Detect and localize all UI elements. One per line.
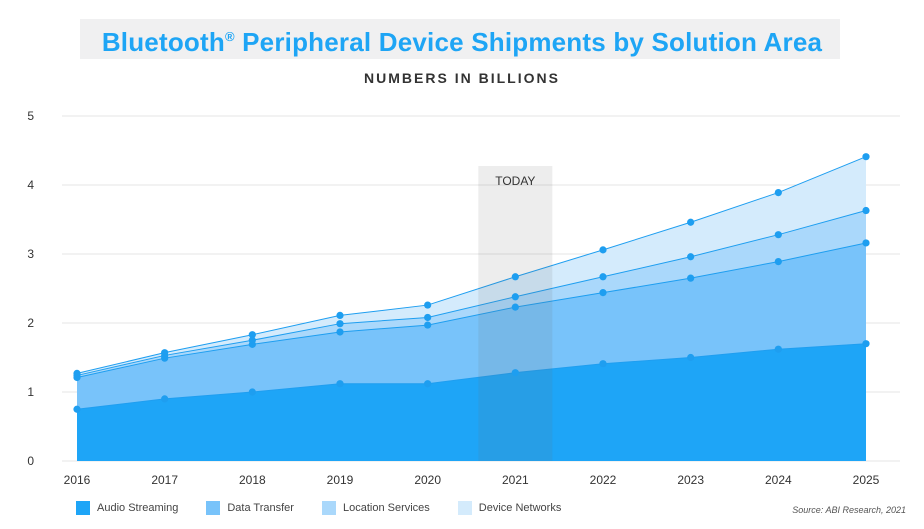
x-tick-label: 2022 [590,473,617,487]
legend-item: Device Networks [457,501,562,515]
y-tick-label: 5 [27,109,34,123]
legend-item: Data Transfer [206,501,294,515]
source-note: Source: ABI Research, 2021 [792,505,906,515]
data-point-audio-streaming [774,345,782,353]
y-tick-label: 3 [27,247,34,261]
data-point-data-transfer [687,274,695,282]
y-tick-label: 0 [27,454,34,468]
data-point-device-networks [424,301,432,309]
data-point-device-networks [862,153,870,161]
legend-label: Location Services [342,502,430,514]
data-point-data-transfer [511,303,519,311]
data-point-audio-streaming [73,405,81,413]
data-point-location-services [862,206,870,215]
x-tick-label: 2018 [239,473,266,487]
data-point-data-transfer [774,257,782,266]
legend: Audio Streaming Data Transfer Location S… [76,501,561,515]
data-point-location-services [599,273,607,281]
legend-swatch [206,501,221,515]
y-tick-label: 2 [27,316,34,330]
data-point-device-networks [161,349,169,357]
area-audio-streaming [77,343,866,461]
legend-label: Device Networks [478,502,562,514]
data-point-audio-streaming [687,353,695,362]
legend-swatch [457,501,472,515]
chart-title: Bluetooth® Peripheral Device Shipments b… [101,27,823,57]
legend-item: Location Services [321,501,430,515]
x-tick-label: 2023 [677,473,704,487]
series-line-location-services [76,210,867,376]
x-tick-label: 2019 [327,473,354,487]
legend-label: Data Transfer [227,502,294,514]
x-tick-label: 2016 [64,473,91,487]
legend-label: Audio Streaming [97,502,179,514]
x-tick-label: 2025 [853,473,880,487]
series-line-data-transfer [76,242,867,378]
data-point-device-networks [774,188,782,197]
data-point-data-transfer [424,321,432,329]
data-point-device-networks [248,331,256,339]
data-point-location-services [511,293,519,301]
data-point-device-networks [599,246,607,254]
data-point-audio-streaming [424,380,432,388]
title-band [80,19,840,59]
data-point-data-transfer [336,328,344,336]
x-tick-label: 2021 [502,473,529,487]
data-point-device-networks [336,311,344,320]
y-tick-label: 1 [27,385,34,399]
data-point-location-services [248,336,256,344]
series-line-audio-streaming [76,343,867,410]
data-point-audio-streaming [599,360,607,368]
data-point-audio-streaming [336,380,344,388]
y-tick-label: 4 [27,178,34,192]
today-label: TODAY [495,174,535,188]
series-line-device-networks [76,156,867,374]
today-band [478,166,553,461]
legend-swatch [321,501,336,515]
data-point-location-services [687,253,695,261]
x-tick-label: 2017 [151,473,178,487]
data-point-data-transfer [599,289,607,297]
chart-subtitle: NUMBERS IN BILLIONS [364,70,560,86]
data-point-audio-streaming [248,388,256,396]
legend-item: Audio Streaming [76,501,178,515]
data-point-data-transfer [862,239,870,247]
data-point-device-networks [511,273,519,281]
data-point-location-services [424,313,432,322]
area-data-transfer [77,242,866,410]
data-point-audio-streaming [161,395,169,403]
legend-swatch [76,501,90,515]
data-point-location-services [336,320,344,328]
x-tick-label: 2020 [414,473,441,487]
data-point-audio-streaming [862,340,870,348]
data-point-audio-streaming [511,369,519,377]
x-tick-label: 2024 [765,473,792,487]
data-point-device-networks [687,218,695,226]
data-point-device-networks [73,369,81,377]
data-point-location-services [774,231,782,239]
